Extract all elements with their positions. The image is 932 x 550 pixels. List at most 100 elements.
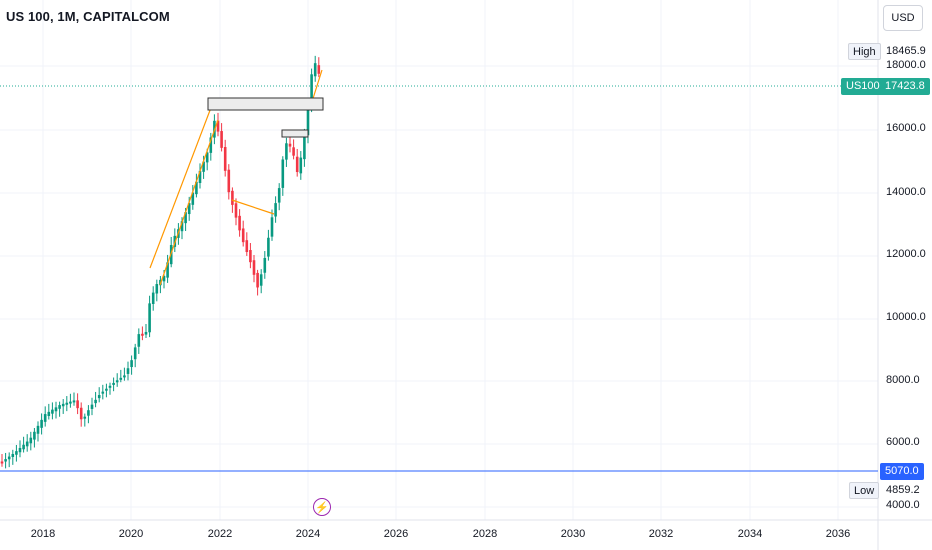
candle-body [288,143,292,147]
candle-body [274,203,277,217]
candle-body [105,388,108,391]
candle-body [43,414,47,422]
candle-body [148,303,151,333]
candle-body [227,169,231,193]
candle-body [303,133,306,160]
candle-body [22,444,25,450]
time-axis-label: 2028 [472,528,498,540]
time-axis-label: 2018 [30,528,56,540]
candle-body [295,156,299,173]
symbol-title: US 100, 1M, CAPITALCOM [6,9,170,24]
candle-body [270,217,274,237]
candle-body [234,203,238,218]
time-axis-label: 2026 [383,528,409,540]
candle-body [277,188,281,203]
candle-body [209,137,213,153]
candle-body [83,416,87,419]
candle-body [155,284,159,294]
candle-body [238,215,241,231]
candle-body [54,407,58,412]
candle-body [195,181,198,195]
price-axis-label: 10000.0 [886,311,926,323]
candle-body [306,103,310,136]
candle-body [202,161,205,172]
high-tag-value: 18465.9 [886,45,926,57]
candle-body [126,368,130,374]
candle-body [299,157,303,174]
candle-body [166,262,169,278]
candle-body [33,431,36,440]
candle-body [79,407,83,420]
candle-body [94,399,97,404]
price-axis-label: 8000.0 [886,374,920,386]
time-axis-label: 2032 [648,528,674,540]
price-axis-label: 14000.0 [886,186,926,198]
candle-body [317,65,321,74]
candle-body [292,147,295,156]
candle-body [4,459,7,462]
low-tag-label: Low [849,482,880,499]
candle-body [0,461,4,464]
candle-body [133,347,137,360]
time-axis-label: 2022 [207,528,233,540]
candle-body [87,410,90,416]
candle-body [101,391,105,394]
price-axis-label: 4000.0 [886,499,920,511]
candle-body [25,441,29,447]
trendline [159,119,219,286]
candle-body [18,447,22,453]
candle-body [241,228,245,243]
candle-body [249,250,252,263]
candle-body [130,360,133,368]
candle-body [15,451,18,455]
current-price-tag: 17423.8 [880,78,930,95]
time-axis-label: 2034 [737,528,763,540]
price-zone-rectangle [207,97,324,111]
candle-body [245,240,249,253]
candle-body [69,401,72,404]
candle-body [40,419,43,428]
candle-body [231,190,234,205]
candle-body [184,212,187,224]
symbol-price-tag: US100 [841,78,885,95]
candle-body [267,237,270,257]
currency-button[interactable]: USD [883,5,923,31]
candle-body [76,400,79,409]
candle-body [47,411,51,416]
price-axis-label: 16000.0 [886,122,926,134]
candle-body [256,272,259,288]
candle-body [162,275,166,282]
candle-body [90,404,94,409]
horizontal-level-tag: 5070.0 [880,463,924,480]
candle-body [216,120,220,132]
candle-body [115,380,119,383]
candle-body [259,274,263,286]
candle-body [97,395,101,399]
candle-body [310,74,313,105]
time-axis-label: 2024 [295,528,321,540]
candle-body [285,143,288,160]
candle-body [65,402,69,405]
candle-body [29,437,33,444]
price-axis-label: 6000.0 [886,436,920,448]
candle-body [123,375,126,378]
candle-body [313,63,317,77]
candle-body [187,203,191,215]
lightning-icon[interactable]: ⚡ [313,498,331,516]
candle-body [252,260,256,275]
candle-body [119,377,123,380]
candle-body [51,409,54,414]
candle-body [11,453,15,458]
candle-body [141,333,144,336]
candle-body [36,425,40,434]
candle-body [281,159,285,188]
candle-body [180,221,184,232]
candle-body [151,292,155,304]
candle-body [58,405,61,409]
candle-body [263,257,267,273]
candle-body [205,152,209,163]
price-zone-rectangle [281,129,309,138]
candle-body [198,170,202,184]
candle-body [112,382,115,385]
